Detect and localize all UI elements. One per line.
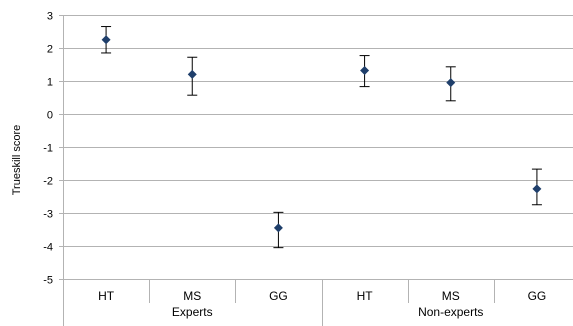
- y-tick-label: -3: [43, 209, 53, 221]
- x-category-label: MS: [183, 289, 201, 303]
- data-point-diamond: [273, 223, 283, 233]
- x-group-label: Non-experts: [418, 305, 483, 319]
- data-point-diamond: [532, 184, 542, 194]
- y-tick-label: 1: [47, 77, 53, 89]
- x-category-label: GG: [528, 289, 547, 303]
- y-tick-label: -1: [43, 143, 53, 155]
- error-bars: [101, 26, 542, 249]
- y-tick-label: 0: [47, 110, 53, 122]
- y-tick-label: 2: [47, 44, 53, 56]
- y-tick-label: -5: [43, 275, 53, 287]
- y-axis-title: Trueskill score: [11, 125, 23, 196]
- x-category-labels: HT MS GG HT MS GG: [98, 289, 546, 303]
- x-group-label: Experts: [172, 305, 213, 319]
- data-point-diamond: [187, 69, 197, 79]
- gridlines: [59, 15, 573, 280]
- y-tick-label: 3: [47, 11, 53, 23]
- x-group-labels: Experts Non-experts: [172, 305, 484, 319]
- data-point-diamond: [360, 65, 370, 75]
- data-points: [101, 35, 542, 233]
- y-tick-labels: 3 2 1 0 -1 -2 -3 -4 -5: [43, 11, 53, 287]
- x-category-label: MS: [442, 289, 460, 303]
- y-tick-label: -2: [43, 176, 53, 188]
- x-category-label: GG: [269, 289, 288, 303]
- axes: [63, 15, 495, 326]
- data-point-diamond: [446, 78, 456, 88]
- x-category-label: HT: [98, 289, 115, 303]
- x-category-label: HT: [357, 289, 374, 303]
- y-tick-label: -4: [43, 242, 53, 254]
- data-point-diamond: [101, 35, 111, 45]
